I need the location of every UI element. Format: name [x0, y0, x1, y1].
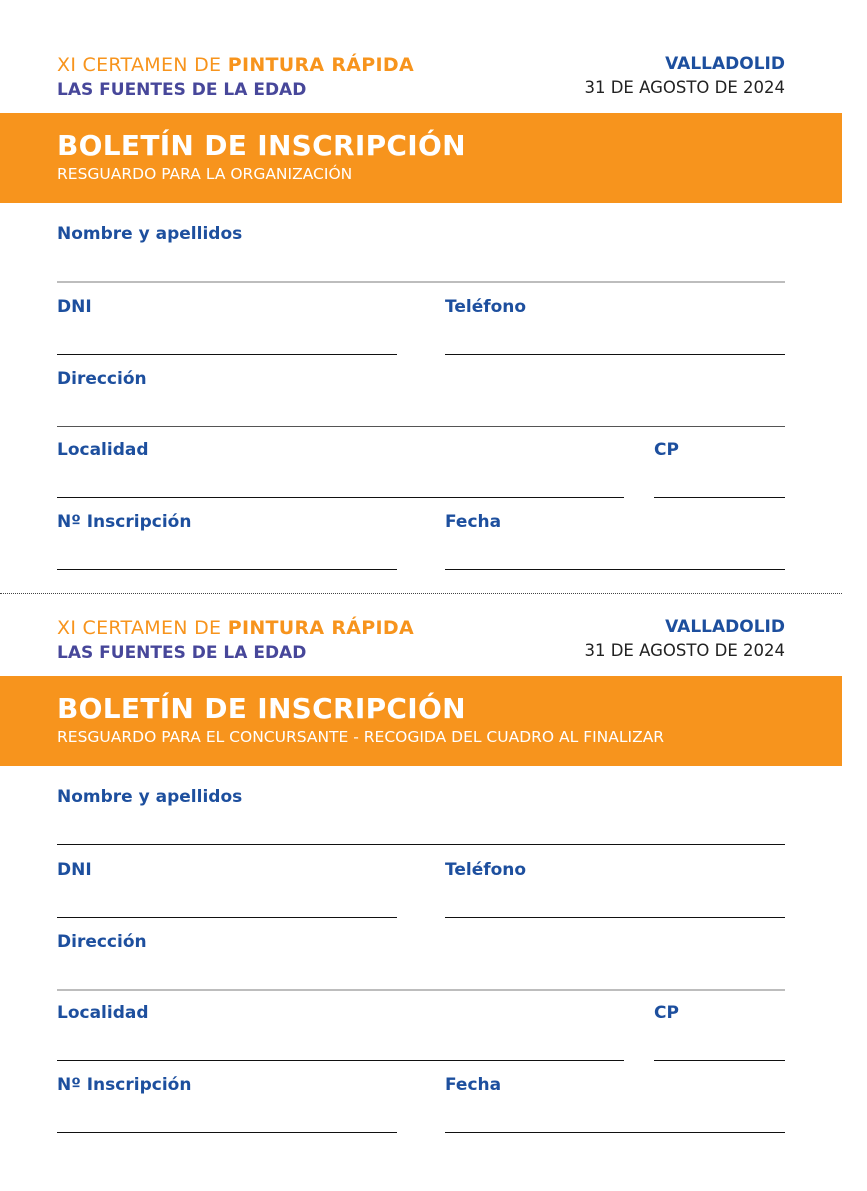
- phone-field[interactable]: [445, 354, 785, 355]
- cp-field[interactable]: [654, 1060, 785, 1061]
- event-title-highlight: PINTURA RÁPIDA: [227, 54, 414, 76]
- registration-field[interactable]: [57, 1132, 397, 1133]
- event-date: 31 DE AGOSTO DE 2024: [584, 78, 785, 97]
- dni-field[interactable]: [57, 354, 397, 355]
- name-field[interactable]: [57, 281, 785, 283]
- address-label: Dirección: [57, 369, 147, 389]
- name-label: Nombre y apellidos: [57, 787, 243, 807]
- dni-label: DNI: [57, 860, 92, 880]
- event-city: VALLADOLID: [665, 54, 785, 74]
- event-title: XI CERTAMEN DE PINTURA RÁPIDA: [57, 617, 414, 639]
- cp-field[interactable]: [654, 497, 785, 498]
- form-banner: BOLETÍN DE INSCRIPCIÓN RESGUARDO PARA EL…: [0, 676, 842, 766]
- name-label: Nombre y apellidos: [57, 224, 243, 244]
- form-subtitle: RESGUARDO PARA LA ORGANIZACIÓN: [57, 165, 353, 183]
- cp-label: CP: [654, 440, 679, 460]
- locality-field[interactable]: [57, 497, 624, 498]
- event-title: XI CERTAMEN DE PINTURA RÁPIDA: [57, 54, 414, 76]
- event-subtitle: LAS FUENTES DE LA EDAD: [57, 80, 307, 100]
- cp-label: CP: [654, 1003, 679, 1023]
- event-title-prefix: XI CERTAMEN DE: [57, 54, 228, 76]
- address-label: Dirección: [57, 932, 147, 952]
- locality-label: Localidad: [57, 1003, 149, 1023]
- registration-form-organization: XI CERTAMEN DE PINTURA RÁPIDA LAS FUENTE…: [0, 0, 842, 570]
- registration-label: Nº Inscripción: [57, 1075, 192, 1095]
- date-field[interactable]: [445, 569, 785, 570]
- date-label: Fecha: [445, 1075, 502, 1095]
- event-subtitle: LAS FUENTES DE LA EDAD: [57, 643, 307, 663]
- date-label: Fecha: [445, 512, 502, 532]
- date-field[interactable]: [445, 1132, 785, 1133]
- locality-field[interactable]: [57, 1060, 624, 1061]
- dni-field[interactable]: [57, 917, 397, 918]
- name-field[interactable]: [57, 844, 785, 845]
- form-banner: BOLETÍN DE INSCRIPCIÓN RESGUARDO PARA LA…: [0, 113, 842, 203]
- phone-label: Teléfono: [445, 860, 527, 880]
- registration-label: Nº Inscripción: [57, 512, 192, 532]
- phone-label: Teléfono: [445, 297, 527, 317]
- event-title-prefix: XI CERTAMEN DE: [57, 617, 228, 639]
- registration-form-participant: XI CERTAMEN DE PINTURA RÁPIDA LAS FUENTE…: [0, 563, 842, 1133]
- event-city: VALLADOLID: [665, 617, 785, 637]
- event-title-highlight: PINTURA RÁPIDA: [227, 617, 414, 639]
- dni-label: DNI: [57, 297, 92, 317]
- form-title: BOLETÍN DE INSCRIPCIÓN: [57, 692, 466, 725]
- cut-line-divider: [0, 593, 842, 594]
- locality-label: Localidad: [57, 440, 149, 460]
- form-title: BOLETÍN DE INSCRIPCIÓN: [57, 129, 466, 162]
- event-date: 31 DE AGOSTO DE 2024: [584, 641, 785, 660]
- address-field[interactable]: [57, 426, 785, 427]
- registration-field[interactable]: [57, 569, 397, 570]
- form-subtitle: RESGUARDO PARA EL CONCURSANTE - RECOGIDA…: [57, 728, 665, 746]
- address-field[interactable]: [57, 989, 785, 991]
- phone-field[interactable]: [445, 917, 785, 918]
